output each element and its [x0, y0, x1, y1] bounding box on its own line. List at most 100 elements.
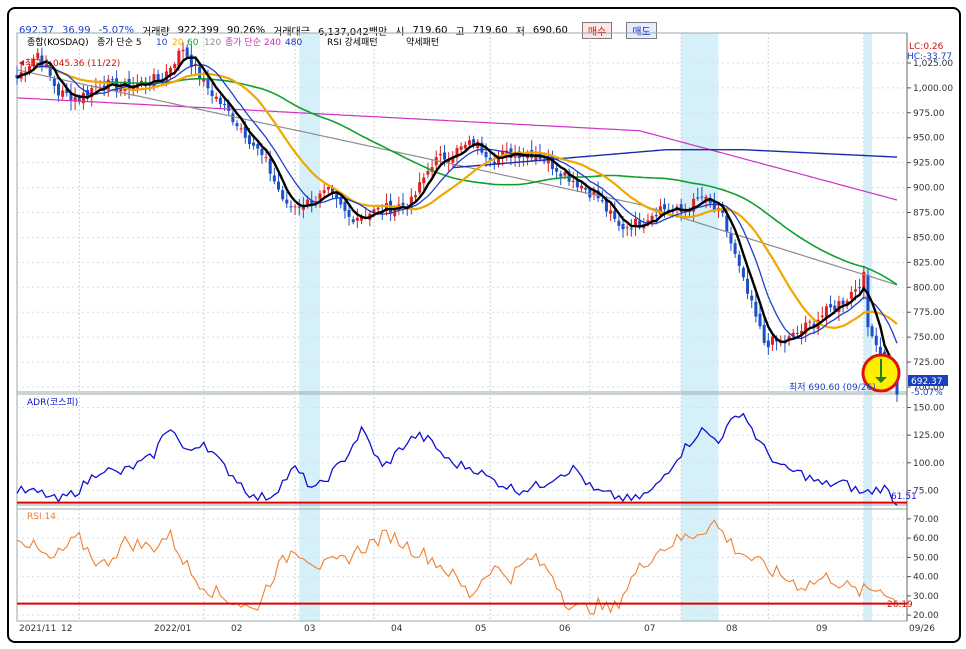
candle-body: [484, 152, 488, 158]
candle-body: [663, 204, 667, 210]
candle-body: [492, 161, 496, 164]
rsi-line: [16, 519, 898, 615]
candle-body: [36, 52, 40, 59]
candle-body: [758, 313, 762, 327]
x-tick-label: 06: [559, 624, 571, 634]
price-tag: [908, 375, 948, 386]
volume-label: 거래량: [142, 26, 170, 38]
candle-body: [542, 160, 546, 162]
candle-body: [762, 324, 766, 343]
candle-body: [638, 220, 642, 228]
candle-body: [633, 218, 637, 227]
candle-body: [218, 97, 222, 105]
candle-body: [600, 200, 604, 202]
y-tick-label: 975.00: [913, 109, 945, 119]
quote-change-pct: -5.07%: [98, 24, 135, 36]
candle-body: [746, 278, 750, 294]
candle-body: [480, 142, 484, 153]
y-tick-label: 825.00: [913, 258, 945, 268]
candle-body: [455, 148, 459, 158]
sell-button[interactable]: 매도: [626, 21, 657, 39]
candle-body: [870, 326, 874, 337]
legend-item: 480: [285, 38, 302, 48]
candle-body: [360, 216, 364, 221]
candle-body: [372, 209, 376, 214]
y-tick-label: 40.00: [913, 573, 939, 583]
y-tick-label: 700.00: [913, 383, 945, 393]
x-tick-label: 05: [475, 624, 486, 634]
candle-body: [156, 74, 160, 80]
candle-body: [330, 187, 334, 193]
candle-body: [795, 332, 799, 334]
y-tick-label: 150.00: [913, 404, 945, 414]
candle-body: [866, 274, 870, 328]
quote-price: 692.37: [19, 24, 54, 36]
candle-body: [729, 233, 733, 244]
x-tick-label: 03: [304, 624, 315, 634]
candle-body: [692, 198, 696, 212]
candle-body: [272, 175, 276, 182]
candle-body: [268, 158, 272, 174]
candle-body: [617, 220, 621, 226]
low-annotation: 최저 690.60 (09/26): [789, 382, 876, 393]
y-tick-label: 850.00: [913, 233, 945, 243]
candle-body: [384, 203, 388, 212]
amount-label: 거래대금: [273, 26, 310, 38]
candle-body: [293, 206, 297, 208]
candle-body: [451, 156, 455, 163]
ma20-line: [16, 65, 898, 330]
volume-value: 922,399: [177, 24, 219, 36]
adr-legend: ADR(코스피): [27, 397, 78, 408]
x-tick-label: 09/26: [909, 624, 935, 634]
x-tick-label: 2021/11: [19, 624, 56, 634]
candle-body: [52, 78, 56, 86]
rsi-last-label: 26.19: [887, 600, 913, 610]
candle-body: [355, 217, 359, 221]
candle-body: [849, 291, 853, 299]
candle-body: [401, 202, 405, 206]
candle-body: [447, 160, 451, 163]
y-tick-label: 125.00: [913, 431, 945, 441]
candle-body: [808, 321, 812, 323]
candle-body: [754, 301, 758, 317]
candle-body: [110, 79, 114, 81]
candle-body: [800, 330, 804, 336]
candle-body: [604, 198, 608, 212]
candle-body: [347, 210, 351, 217]
candle-body: [654, 215, 658, 217]
candle-body: [804, 322, 808, 334]
candle-body: [646, 220, 650, 223]
candle-body: [592, 191, 596, 195]
candle-body: [467, 140, 471, 145]
signal-arrow-head-icon: [875, 377, 887, 383]
candle-body: [214, 96, 218, 99]
candle-body: [766, 340, 770, 348]
candle-body: [650, 215, 654, 223]
adr-last-label: 61.51: [891, 492, 917, 502]
candle-body: [198, 66, 202, 80]
candle-body: [609, 210, 613, 214]
lc-label: LC:0.26: [909, 42, 944, 52]
candle-body: [463, 144, 467, 149]
adr-line: [16, 412, 898, 506]
candle-body: [239, 128, 243, 130]
candle-body: [534, 154, 538, 161]
y-tick-label: 950.00: [913, 134, 945, 144]
candle-body: [90, 88, 94, 98]
low-value: 690.60: [532, 24, 568, 36]
candle-body: [343, 201, 347, 211]
candle-body: [210, 90, 214, 97]
candle-body: [335, 194, 339, 199]
candle-body: [862, 271, 866, 290]
candle-body: [169, 67, 173, 74]
candle-body: [32, 58, 36, 67]
candle-body: [725, 215, 729, 232]
candle-body: [812, 323, 816, 327]
candle-body: [247, 135, 251, 145]
candle-body: [322, 190, 326, 193]
candle-body: [418, 182, 422, 193]
candle-body: [559, 173, 563, 177]
candle-body: [173, 64, 177, 69]
y-tick-label: 75.00: [913, 486, 939, 496]
candle-body: [231, 113, 235, 123]
